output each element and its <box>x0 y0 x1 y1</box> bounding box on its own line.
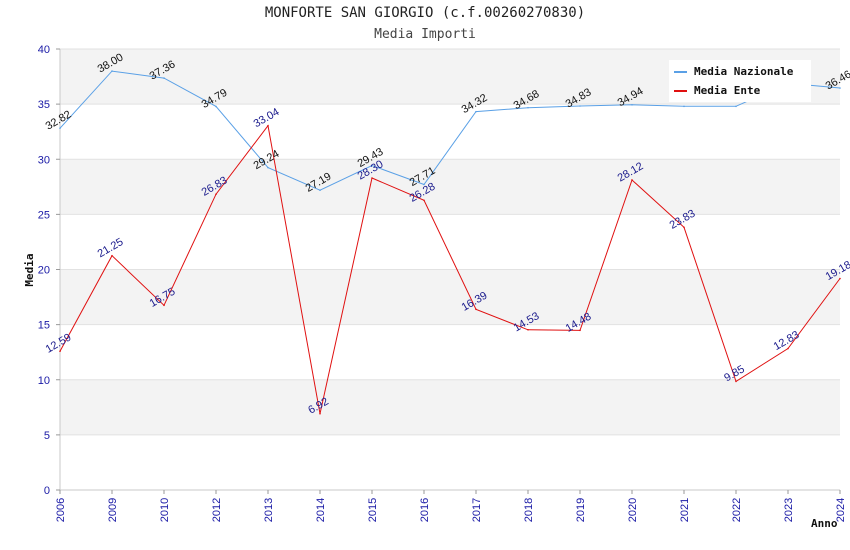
data-point <box>319 189 321 192</box>
data-point <box>163 77 165 79</box>
x-tick-label: 2012 <box>211 498 223 522</box>
y-tick-label: 30 <box>38 154 50 166</box>
x-axis-title: Anno <box>811 517 838 530</box>
y-tick-label: 40 <box>38 44 50 56</box>
x-tick-label: 2021 <box>679 498 691 522</box>
y-axis-title: Media <box>23 253 36 286</box>
plot-bands <box>60 49 840 490</box>
plot-band <box>60 269 840 325</box>
data-point <box>163 304 165 307</box>
x-tick-label: 2020 <box>627 498 639 522</box>
x-tick-label: 2016 <box>419 498 431 522</box>
x-tick-labels: 2006 2009 2010 2012 2013 2014 2015 2016 2017 2018… <box>55 490 847 522</box>
plot-band <box>60 104 840 160</box>
data-point <box>215 193 217 195</box>
plot-band <box>60 214 840 270</box>
plot-band <box>60 159 840 215</box>
data-point <box>475 308 477 311</box>
series-lines <box>59 70 841 415</box>
x-tick-label: 2022 <box>731 498 743 522</box>
data-point <box>423 199 425 202</box>
data-point <box>371 164 373 167</box>
data-point <box>111 254 113 257</box>
data-point <box>735 105 737 108</box>
data-point <box>631 103 633 106</box>
data-point <box>579 329 581 332</box>
series-line-media-nazionale <box>59 70 841 191</box>
data-point <box>631 179 633 181</box>
y-tick-label: 10 <box>38 375 50 387</box>
data-point <box>267 124 269 127</box>
chart-title: MONFORTE SAN GIORGIO (c.f.00260270830) <box>264 5 586 21</box>
grid-lines <box>60 48 840 491</box>
x-tick-label: 2019 <box>575 498 587 522</box>
x-tick-label: 2013 <box>263 498 275 522</box>
x-tick-label: 2010 <box>159 498 171 522</box>
data-point <box>111 70 113 72</box>
data-point <box>839 87 841 89</box>
y-tick-label: 0 <box>44 485 50 497</box>
x-tick-label: 2017 <box>471 498 483 522</box>
data-point <box>683 105 685 108</box>
legend-label-nazionale: Media Nazionale <box>694 65 794 78</box>
data-point <box>475 110 477 113</box>
legend-box <box>669 60 811 102</box>
y-tick-labels: 0 5 10 15 20 25 30 35 40 <box>38 44 60 497</box>
x-tick-label: 2014 <box>315 498 327 522</box>
x-tick-label: 2006 <box>55 498 67 522</box>
x-tick-label: 2018 <box>523 498 535 522</box>
x-tick-label: 2015 <box>367 498 379 522</box>
data-point <box>683 226 685 229</box>
data-point <box>527 329 529 331</box>
data-point <box>735 380 737 383</box>
plot-band <box>60 379 840 435</box>
data-point <box>579 105 581 107</box>
series-line-media-ente <box>59 124 841 414</box>
data-point <box>839 277 841 280</box>
chart-subtitle: Media Importi <box>374 27 476 42</box>
plot-band <box>60 434 840 490</box>
y-tick-label: 5 <box>44 430 50 442</box>
x-tick-label: 2009 <box>107 498 119 522</box>
plot-band <box>60 324 840 380</box>
data-point <box>59 127 61 129</box>
data-point <box>371 177 373 179</box>
y-tick-label: 35 <box>38 99 50 111</box>
y-tick-label: 25 <box>38 209 50 221</box>
y-tick-label: 20 <box>38 265 50 277</box>
data-point <box>319 412 321 415</box>
legend-label-ente: Media Ente <box>694 84 761 97</box>
data-point <box>527 106 529 109</box>
x-tick-label: 2024 <box>835 498 847 522</box>
data-point <box>267 166 269 169</box>
data-point <box>215 105 217 108</box>
data-point <box>59 350 61 352</box>
legend: Media Nazionale Media Ente <box>669 60 811 102</box>
y-tick-label: 15 <box>38 320 50 332</box>
x-tick-label: 2023 <box>783 498 795 522</box>
data-point <box>423 183 425 186</box>
data-point <box>787 347 789 350</box>
